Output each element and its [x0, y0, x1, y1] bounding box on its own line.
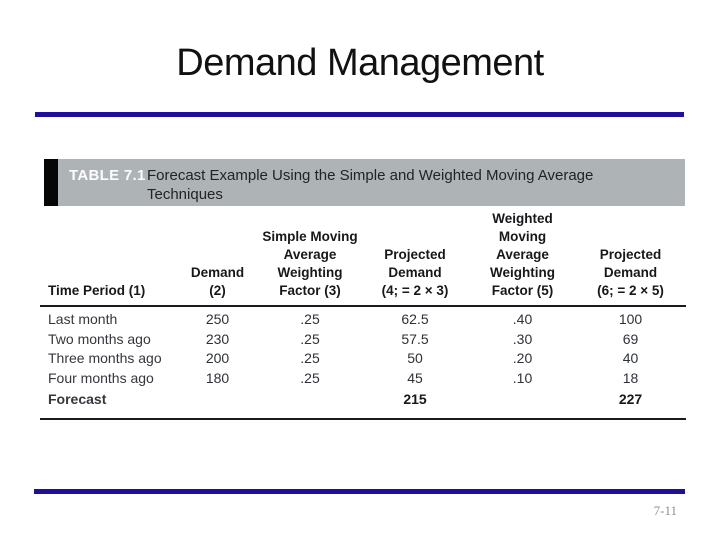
table-row: Two months ago 230 .25 57.5 .30 69 [40, 330, 686, 350]
table-cell: .40 [512, 311, 533, 327]
forecast-label: Forecast [48, 391, 107, 407]
col-header-time-period: Time Period (1) [48, 283, 146, 298]
table-cell: 18 [622, 369, 639, 386]
table-cell: 57.5 [401, 330, 429, 347]
table-cell: Three months ago [48, 350, 162, 366]
table-cell: 50 [407, 350, 423, 366]
col-header-projected-demand-6: Projected Demand (6; = 2 × 5) [597, 247, 664, 298]
col-header-simple-weighting: Simple Moving Average Weighting Factor (… [262, 229, 358, 298]
table-tag: TABLE 7.1 [69, 167, 146, 184]
table-row: Last month 250 .25 62.5 .40 100 [40, 310, 686, 330]
page-number: 7-11 [653, 503, 677, 518]
table-cell: 62.5 [401, 311, 429, 327]
forecast-weighted-value: 227 [618, 391, 643, 407]
table-cell: .20 [512, 350, 533, 366]
table-cell: .25 [300, 369, 320, 386]
table-row: Three months ago 200 .25 50 .20 40 [40, 349, 686, 369]
table-row: Four months ago 180 .25 45 .10 18 [40, 369, 686, 389]
table-cell: 200 [205, 350, 230, 366]
table-header-row: Time Period (1) Demand (2) Simple Moving… [40, 210, 686, 307]
table-cell: 45 [407, 369, 423, 386]
table-cell: .25 [300, 330, 320, 347]
table-cell [260, 390, 360, 409]
table-cell: .30 [512, 330, 533, 347]
table-caption: Forecast Example Using the Simple and We… [147, 167, 594, 203]
table-cell: Two months ago [48, 330, 151, 347]
table-cell [175, 390, 260, 409]
table-cell: .10 [512, 369, 533, 386]
table-cell: 100 [618, 311, 643, 327]
col-header-projected-demand-4: Projected Demand (4; = 2 × 3) [381, 247, 449, 298]
table-body: Last month 250 .25 62.5 .40 100 Two mont… [40, 307, 686, 388]
table-cell: Last month [48, 311, 118, 327]
footer-divider-rule [34, 489, 685, 494]
slide-title: Demand Management [176, 42, 544, 84]
col-header-weighted-weighting: Weighted Moving Average Weighting Factor… [490, 211, 555, 298]
forecast-table: Time Period (1) Demand (2) Simple Moving… [40, 210, 686, 420]
table-bar-accent-block [44, 159, 58, 206]
table-forecast-row: Forecast 215 227 [40, 390, 686, 420]
forecast-simple-value: 215 [403, 391, 427, 407]
title-divider-rule [35, 112, 684, 117]
table-caption-bar: TABLE 7.1 Forecast Example Using the Sim… [44, 159, 685, 206]
table-cell: 250 [205, 311, 230, 327]
table-cell: Four months ago [48, 369, 154, 386]
table-cell: .25 [300, 350, 320, 366]
col-header-demand: Demand (2) [190, 265, 245, 298]
table-cell: .25 [300, 311, 320, 327]
table-cell: 230 [205, 330, 230, 347]
table-cell: 40 [622, 350, 639, 366]
table-cell [470, 390, 575, 409]
table-cell: 69 [622, 330, 639, 347]
table-cell: 180 [205, 369, 230, 386]
